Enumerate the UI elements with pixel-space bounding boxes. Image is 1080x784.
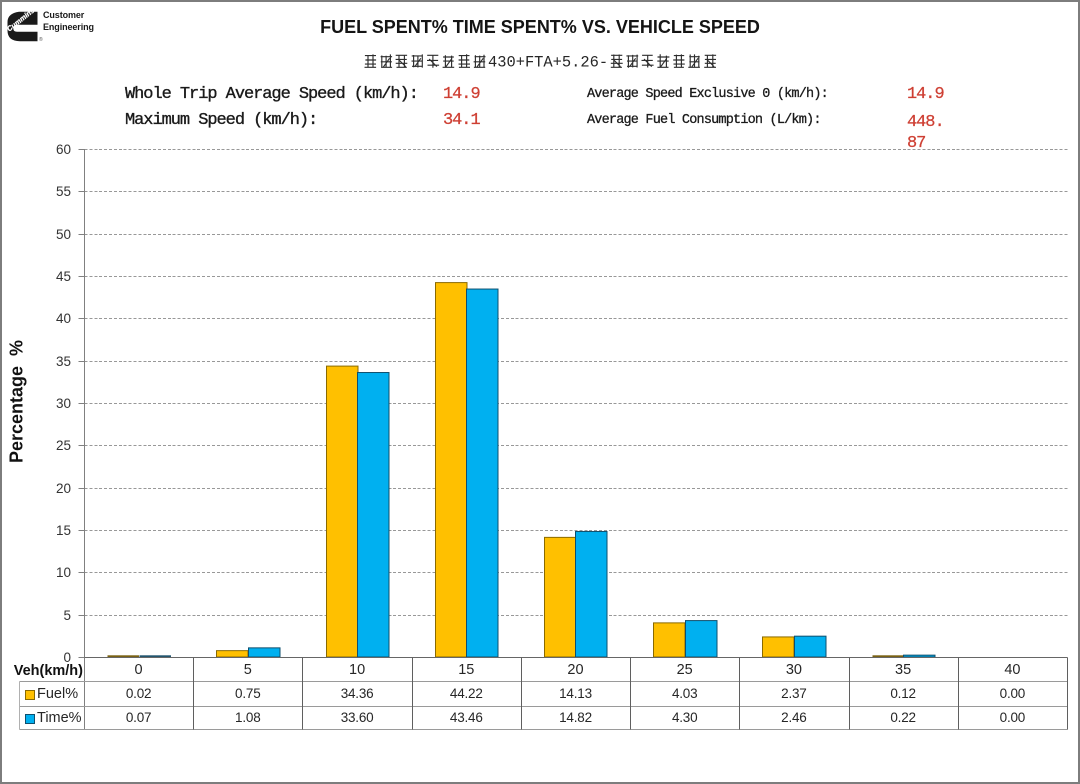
svg-text:430+FTA+5.26-: 430+FTA+5.26- [488,53,608,71]
